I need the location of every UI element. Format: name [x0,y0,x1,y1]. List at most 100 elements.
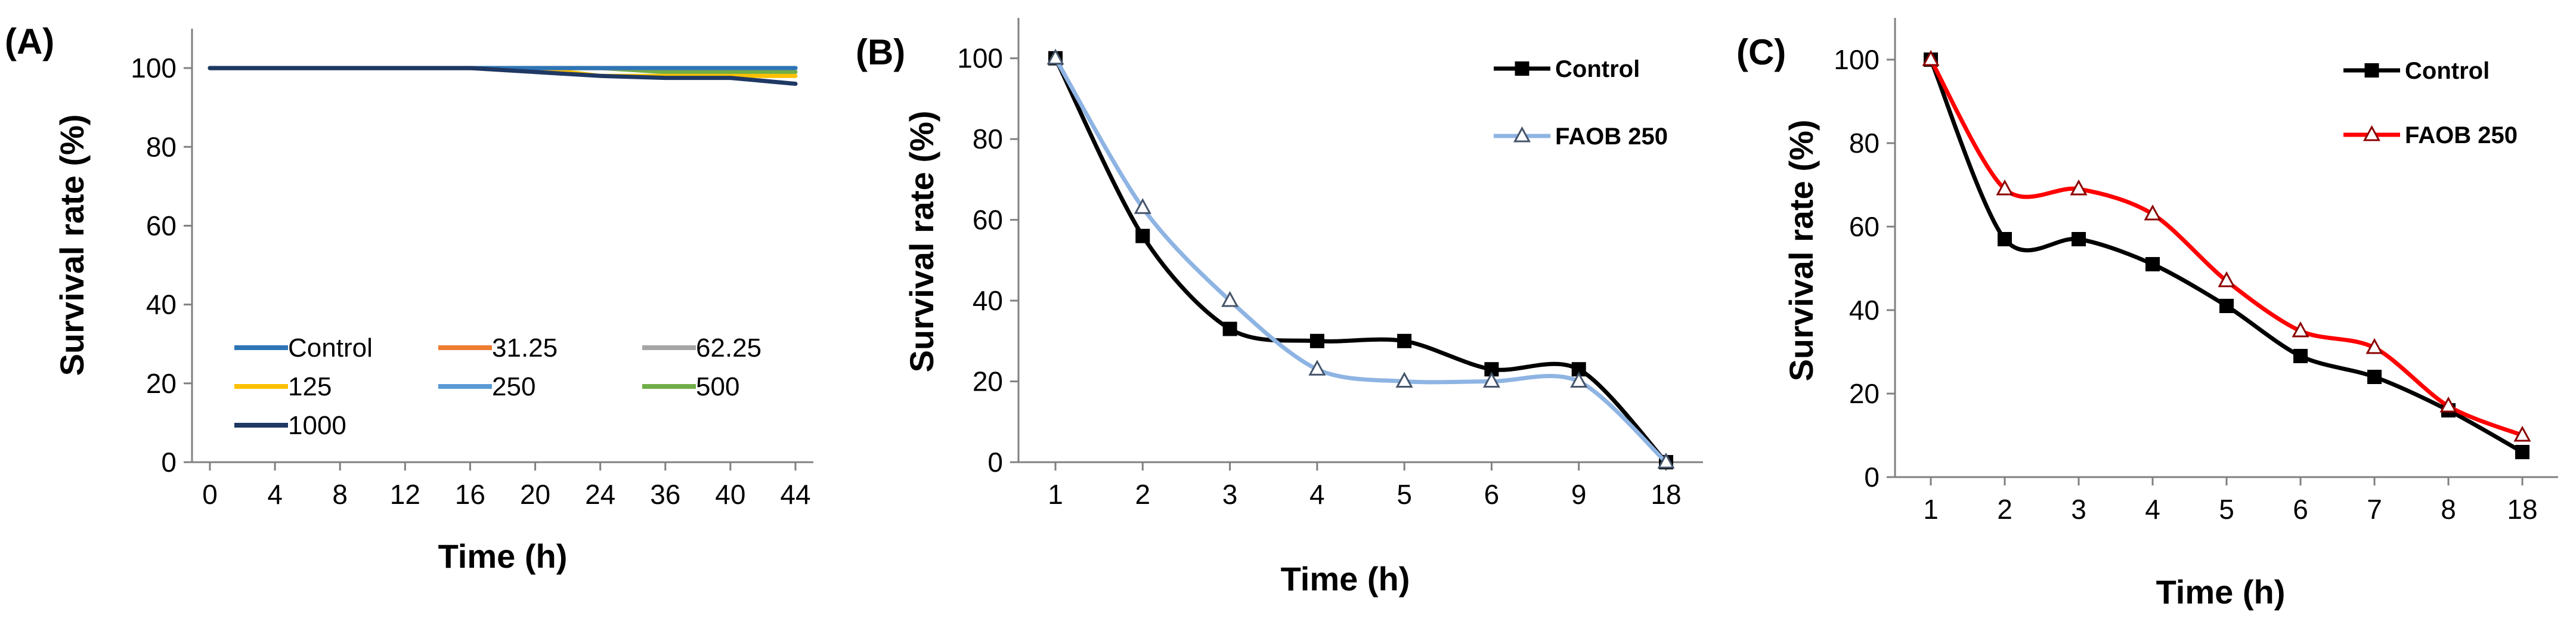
y-tick-label: 0 [1864,462,1880,493]
x-tick-label: 16 [455,479,485,510]
x-tick-label: 5 [2219,494,2234,525]
legend-marker [2364,63,2379,78]
x-axis-title: Time (h) [1281,560,1410,598]
legend-label: 500 [696,372,739,401]
y-tick-label: 60 [973,205,1003,236]
data-point-control [2293,349,2308,363]
x-tick-label: 9 [1571,479,1587,510]
y-tick-label: 100 [1834,44,1880,75]
y-tick-label: 0 [987,447,1003,478]
legend-label: Control [2405,58,2490,84]
panel-label: (A) [5,21,54,61]
data-point-control [1135,228,1150,243]
x-tick-label: 0 [202,479,218,510]
data-point-faob-250 [2144,204,2162,221]
x-tick-label: 6 [2293,494,2308,525]
x-tick-label: 2 [1997,494,2012,525]
x-tick-label: 18 [2507,494,2537,525]
y-axis-title: Survival rate (%) [1782,120,1820,382]
series-line-control [1053,56,1668,465]
data-point-faob-250 [1134,198,1151,214]
x-tick-label: 36 [650,479,680,510]
data-point-faob-250 [1308,360,1326,376]
data-point-faob-250 [2513,425,2531,442]
data-point-faob-250 [2218,271,2236,287]
x-tick-label: 3 [1222,479,1238,510]
y-tick-label: 60 [146,210,177,241]
y-tick-label: 20 [973,366,1003,397]
data-point-control [2515,445,2529,459]
data-point-faob-250 [2292,321,2309,338]
x-tick-label: 1 [1923,494,1939,525]
data-point-faob-250 [1395,372,1413,388]
x-tick-label: 40 [715,479,745,510]
x-tick-label: 4 [267,479,283,510]
legend-marker [1513,126,1531,143]
x-tick-label: 3 [2071,494,2086,525]
legend-label: 62.25 [696,333,761,363]
x-tick-label: 20 [520,479,550,510]
x-tick-label: 4 [2145,494,2160,525]
data-point-faob-250 [1046,48,1064,65]
legend-marker [1515,61,1530,76]
x-tick-label: 1 [1048,479,1063,510]
y-tick-label: 40 [146,289,177,320]
series-line-faob-250 [1053,56,1668,465]
data-point-control [1998,232,2012,246]
x-tick-label: 7 [2367,494,2382,525]
legend-label: FAOB 250 [2405,122,2518,148]
legend-label: FAOB 250 [1555,123,1668,150]
x-tick-label: 6 [1484,479,1500,510]
data-point-faob-250 [2366,338,2383,354]
data-point-faob-250 [1922,49,1940,66]
data-point-control [1309,333,1324,348]
data-point-faob-250 [1482,372,1500,388]
series-line-1000 [208,66,798,86]
x-tick-label: 44 [780,479,810,510]
x-tick-label: 5 [1397,479,1412,510]
y-tick-label: 80 [146,131,177,162]
y-tick-label: 80 [973,123,1003,154]
x-tick-label: 24 [585,479,615,510]
y-tick-label: 80 [1849,128,1880,159]
x-axis-title: Time (h) [438,537,568,575]
y-axis-title: Survival rate (%) [53,115,91,376]
y-tick-label: 20 [1849,378,1880,409]
legend-label: 31.25 [492,333,558,363]
legend-marker [2363,125,2381,141]
legend-label: 125 [288,372,332,401]
data-point-control [1397,333,1412,348]
y-tick-label: 40 [1849,295,1880,326]
legend-label: 1000 [288,411,346,440]
data-point-faob-250 [2070,179,2088,196]
data-point-faob-250 [1221,290,1239,307]
panel-label: (B) [856,32,905,72]
data-point-faob-250 [2439,396,2457,413]
data-point-faob-250 [1996,179,2014,196]
panel-c: (C) 0 20 40 60 80 100 1 2 3 4 5 6 7 8 18 Survival rate (… [1736,18,2558,611]
y-tick-label: 0 [161,447,177,478]
y-tick-label: 20 [146,368,177,399]
x-tick-label: 4 [1309,479,1325,510]
panel-b: (B) 0 20 40 60 80 100 1 2 3 4 5 6 9 18 Survival rate (%… [856,18,1703,598]
data-point-faob-250 [1657,452,1675,469]
data-point-control [2072,232,2086,246]
data-point-control [2145,257,2160,271]
y-tick-label: 100 [131,52,177,83]
y-tick-label: 100 [957,43,1003,74]
y-axis-title: Survival rate (%) [903,111,940,373]
legend-label: Control [288,333,373,363]
panel-label: (C) [1736,32,1786,72]
legend-label: Control [1555,56,1640,82]
x-tick-label: 8 [2441,494,2456,525]
y-tick-label: 40 [973,285,1003,316]
data-point-faob-250 [1570,372,1588,388]
x-tick-label: 2 [1135,479,1150,510]
data-point-control [1222,321,1237,336]
x-axis-title: Time (h) [2156,573,2286,611]
x-tick-label: 18 [1651,479,1681,510]
x-tick-label: 12 [390,479,420,510]
data-point-control [2219,299,2234,313]
